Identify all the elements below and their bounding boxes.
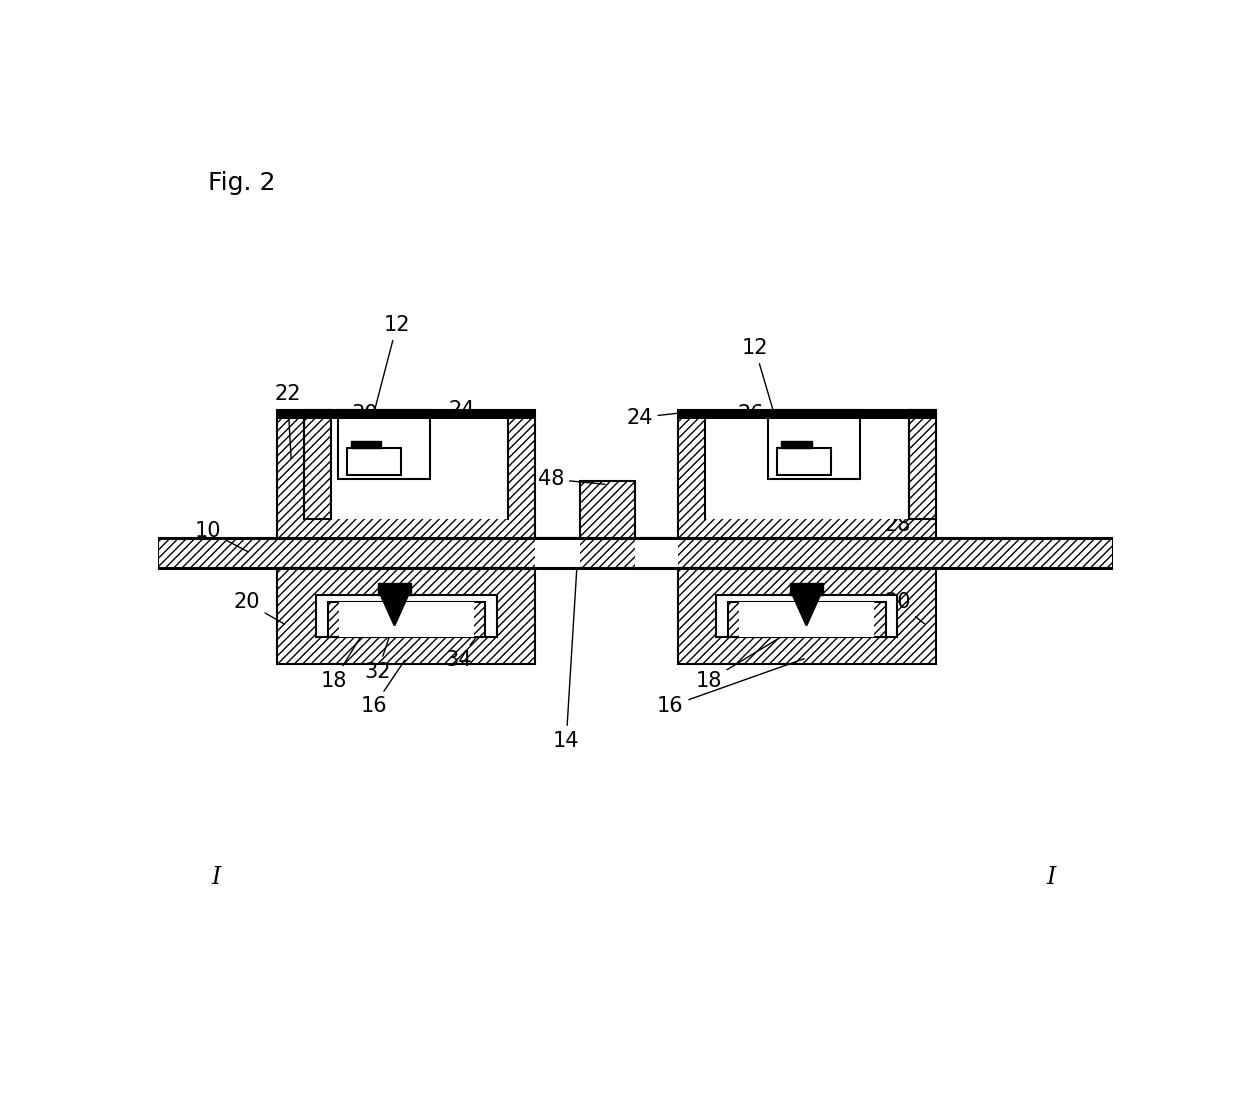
Text: 26: 26 [738,404,773,424]
Bar [327,603,485,637]
Text: Fig. 2: Fig. 2 [208,171,275,196]
Text: 32: 32 [365,624,393,682]
Text: 28: 28 [341,423,381,444]
Text: 30: 30 [351,404,378,438]
Bar [808,410,821,419]
Bar [536,539,580,568]
Text: 14: 14 [553,556,579,751]
Bar [316,595,497,637]
Text: 26: 26 [348,411,403,432]
Bar [331,410,508,519]
Text: 28: 28 [862,447,910,536]
Text: 22: 22 [274,385,301,458]
Bar [316,595,497,637]
Text: 20: 20 [884,593,924,624]
Text: 12: 12 [374,315,410,411]
Bar [159,539,1112,568]
Bar [337,410,430,480]
Bar [304,410,508,519]
Polygon shape [792,595,821,625]
Bar [739,603,874,637]
Bar [781,440,812,448]
Bar [790,584,822,595]
Polygon shape [381,595,408,625]
Text: I: I [211,866,221,890]
Bar [704,410,909,519]
Text: 12: 12 [742,339,774,411]
Text: 24: 24 [626,408,706,427]
Bar [777,448,831,475]
Bar [909,410,936,519]
Bar [580,481,635,539]
Bar [717,595,898,637]
Text: 10: 10 [195,521,248,552]
Bar [728,603,885,637]
Bar [678,410,936,419]
Bar [678,568,936,664]
Bar [304,410,331,519]
Bar [278,410,536,539]
Bar [347,448,401,475]
Text: 48: 48 [538,470,605,489]
Bar [635,539,678,568]
Bar [717,595,898,637]
Bar [278,568,536,664]
Text: 20: 20 [233,593,284,624]
Bar [337,410,430,480]
Text: 18: 18 [320,584,393,691]
Bar [678,410,936,539]
Bar [278,410,536,419]
Bar [339,603,474,637]
Text: 24: 24 [438,400,475,420]
Text: 16: 16 [657,659,805,717]
Text: 22: 22 [813,415,919,461]
Text: I: I [1047,866,1056,890]
Bar [768,410,861,480]
Bar [768,410,861,480]
Bar [351,440,382,448]
Text: 18: 18 [696,623,804,691]
Bar [377,410,389,419]
Bar [378,584,410,595]
Text: 34: 34 [445,618,491,670]
Text: 16: 16 [361,660,405,717]
